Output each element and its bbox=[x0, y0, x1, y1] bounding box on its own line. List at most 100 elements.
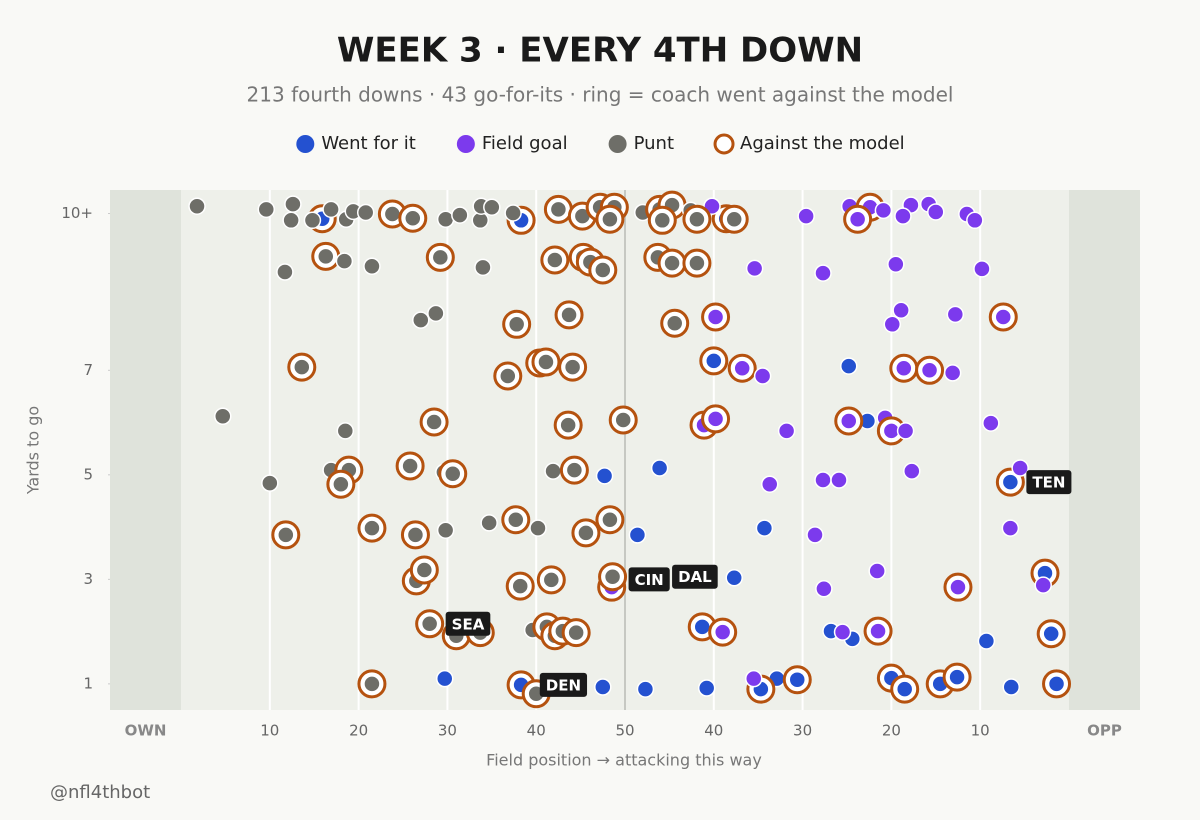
legend-label: Punt bbox=[634, 133, 674, 154]
legend-items: Went for it Field goal Punt Against the mod… bbox=[296, 133, 905, 155]
play-point bbox=[895, 359, 913, 377]
play-point bbox=[549, 200, 568, 219]
play-point bbox=[293, 358, 311, 376]
play-point bbox=[869, 622, 887, 640]
x-tick-label: 20 bbox=[882, 722, 901, 740]
play-point bbox=[943, 364, 962, 382]
play-point bbox=[706, 410, 725, 428]
play-point bbox=[1001, 473, 1020, 491]
team-annotation: TEN bbox=[1026, 470, 1072, 495]
play-point bbox=[415, 561, 434, 579]
annotation-text: DEN bbox=[546, 676, 581, 694]
play-point bbox=[483, 198, 501, 216]
play-point bbox=[797, 207, 815, 225]
play-point bbox=[1034, 576, 1052, 594]
source: @nfl4thbot bbox=[50, 782, 150, 803]
annotation-text: CIN bbox=[635, 571, 664, 589]
play-point bbox=[529, 519, 547, 537]
y-tick-label: 10+ bbox=[61, 204, 93, 222]
play-point bbox=[257, 200, 276, 219]
legend-label: Field goal bbox=[482, 133, 568, 154]
play-point bbox=[277, 526, 295, 544]
play-point bbox=[896, 422, 915, 440]
play-point bbox=[546, 251, 564, 269]
play-point bbox=[261, 474, 279, 492]
play-point bbox=[840, 357, 858, 375]
play-point bbox=[317, 247, 335, 266]
play-point bbox=[544, 462, 562, 480]
play-point bbox=[565, 461, 584, 479]
play-point bbox=[895, 680, 914, 698]
play-point bbox=[322, 200, 340, 219]
team-annotation: DAL bbox=[672, 564, 718, 589]
play-point bbox=[332, 475, 350, 493]
chart-title: WEEK 3 · EVERY 4TH DOWN bbox=[337, 31, 863, 71]
endzone bbox=[1068, 190, 1140, 710]
play-point bbox=[363, 257, 381, 276]
play-point bbox=[420, 615, 439, 633]
play-point bbox=[693, 618, 711, 636]
team-annotation: CIN bbox=[628, 567, 670, 592]
play-point bbox=[363, 519, 381, 537]
play-point bbox=[594, 261, 612, 279]
legend-label: Against the model bbox=[740, 133, 905, 154]
play-point bbox=[753, 367, 772, 385]
x-tick-label: 40 bbox=[704, 722, 723, 740]
legend-swatch bbox=[608, 135, 627, 153]
play-point bbox=[603, 567, 622, 586]
play-point bbox=[887, 255, 905, 273]
play-point bbox=[507, 511, 525, 529]
y-tick-label: 7 bbox=[83, 361, 93, 379]
play-point bbox=[977, 632, 996, 650]
play-point bbox=[949, 578, 967, 596]
play-point bbox=[697, 679, 716, 697]
play-point bbox=[653, 211, 672, 230]
play-point bbox=[994, 308, 1013, 326]
play-point bbox=[401, 457, 419, 475]
play-point bbox=[336, 422, 355, 440]
play-point bbox=[474, 258, 492, 277]
play-point bbox=[511, 577, 529, 595]
legend-swatch bbox=[296, 135, 315, 153]
play-point bbox=[1002, 678, 1020, 696]
play-point bbox=[507, 315, 526, 334]
play-point bbox=[815, 580, 833, 598]
y-tick-label: 5 bbox=[83, 465, 93, 483]
play-point bbox=[665, 314, 684, 333]
play-point bbox=[284, 195, 302, 213]
x-tick-label: 30 bbox=[438, 722, 457, 740]
play-point bbox=[650, 459, 669, 477]
play-point bbox=[594, 678, 612, 696]
annotation-box bbox=[628, 567, 670, 592]
play-point bbox=[542, 571, 561, 589]
annotation-box bbox=[672, 564, 718, 589]
plot: TEN CIN DAL SEA DEN bbox=[108, 190, 1140, 710]
play-point bbox=[788, 670, 807, 689]
play-point bbox=[883, 315, 902, 334]
endzone bbox=[110, 190, 182, 710]
play-point bbox=[973, 260, 991, 278]
play-point bbox=[868, 562, 886, 580]
play-point bbox=[725, 569, 743, 587]
play-point bbox=[1047, 675, 1066, 693]
play-point bbox=[894, 207, 912, 225]
play-point bbox=[480, 514, 498, 532]
play-point bbox=[404, 209, 422, 227]
play-point bbox=[903, 462, 921, 480]
legend-label: Went for it bbox=[321, 133, 416, 154]
play-point bbox=[982, 414, 1000, 432]
play-point bbox=[777, 422, 796, 440]
play-point bbox=[436, 669, 454, 688]
play-point bbox=[1001, 519, 1020, 537]
play-point bbox=[760, 475, 779, 493]
play-point bbox=[504, 204, 522, 222]
annotation-box bbox=[539, 672, 588, 697]
play-point bbox=[713, 623, 732, 641]
play-point bbox=[705, 352, 723, 370]
play-point bbox=[663, 254, 681, 272]
play-point bbox=[725, 210, 743, 229]
play-point bbox=[577, 524, 595, 542]
play-point bbox=[614, 411, 632, 429]
play-point bbox=[688, 254, 706, 272]
